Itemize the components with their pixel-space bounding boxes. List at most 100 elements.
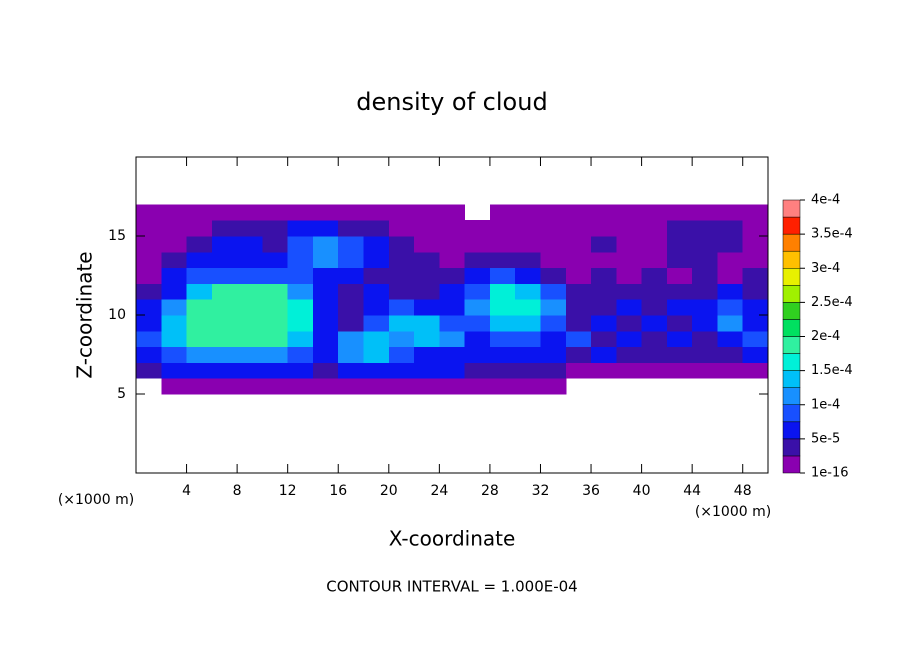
cell	[439, 346, 466, 363]
cell	[388, 346, 415, 363]
cell	[591, 267, 617, 284]
cell	[414, 378, 440, 395]
cell	[388, 236, 415, 253]
cell	[262, 299, 289, 316]
cell	[641, 346, 668, 363]
cell	[262, 267, 289, 284]
cell	[464, 299, 491, 316]
cell	[312, 220, 339, 237]
cell	[464, 330, 491, 348]
cell	[591, 362, 617, 379]
cell	[161, 204, 188, 221]
cell	[489, 236, 516, 253]
cell	[237, 251, 263, 269]
cell	[666, 204, 693, 221]
cell	[489, 315, 516, 332]
cell	[287, 283, 314, 300]
cell	[287, 346, 314, 363]
footer: CONTOUR INTERVAL = 1.000E-04	[326, 578, 577, 596]
cell	[565, 204, 592, 221]
y-tick-label: 5	[117, 386, 126, 402]
cell	[388, 251, 415, 269]
cell	[161, 330, 188, 348]
cell	[666, 220, 693, 237]
cell	[388, 315, 415, 332]
cell	[489, 330, 516, 348]
cell	[388, 299, 415, 316]
cell	[312, 267, 339, 284]
cell	[616, 283, 643, 300]
cell	[237, 267, 263, 284]
cell	[211, 299, 238, 316]
cell	[161, 346, 188, 363]
cell	[136, 299, 162, 316]
cell	[237, 283, 263, 300]
cell	[742, 283, 769, 300]
cell	[717, 204, 744, 221]
cell	[363, 315, 390, 332]
cell	[692, 330, 718, 348]
cell	[439, 220, 466, 237]
cell	[186, 204, 213, 221]
cell	[717, 220, 744, 237]
cell	[717, 362, 744, 379]
cell	[312, 315, 339, 332]
cell	[565, 236, 592, 253]
cell	[692, 362, 718, 379]
cell	[515, 267, 541, 284]
cell	[414, 315, 440, 332]
cell	[742, 204, 769, 221]
cell	[616, 236, 643, 253]
cell	[464, 267, 491, 284]
cell	[312, 236, 339, 253]
cell	[616, 204, 643, 221]
cell	[363, 236, 390, 253]
cell	[489, 283, 516, 300]
cell	[515, 362, 541, 379]
cell	[540, 204, 567, 221]
x-axis-unit: (×1000 m)	[695, 504, 771, 520]
y-axis-label: Z-coordinate	[73, 251, 97, 378]
cell	[666, 267, 693, 284]
cell	[439, 204, 466, 221]
cell	[717, 315, 744, 332]
x-tick-label: 44	[683, 483, 701, 499]
cell	[237, 315, 263, 332]
colorbar-tick-label: 1.5e-4	[811, 363, 853, 378]
cell	[414, 362, 440, 379]
cell	[312, 299, 339, 316]
cell	[666, 330, 693, 348]
cell	[338, 378, 365, 395]
cell	[161, 220, 188, 237]
cell	[464, 362, 491, 379]
cell	[515, 283, 541, 300]
cell	[363, 378, 390, 395]
cell	[540, 251, 567, 269]
cell	[211, 267, 238, 284]
cell	[591, 330, 617, 348]
cell	[186, 220, 213, 237]
cell	[186, 330, 213, 348]
cell	[363, 362, 390, 379]
cell	[742, 362, 769, 379]
cell	[414, 299, 440, 316]
cell	[312, 251, 339, 269]
x-tick-label: 28	[481, 483, 499, 499]
cell	[692, 236, 718, 253]
x-tick-label: 20	[380, 483, 398, 499]
cell	[338, 362, 365, 379]
cell	[363, 267, 390, 284]
cell	[161, 251, 188, 269]
cell	[312, 346, 339, 363]
cell	[540, 378, 567, 395]
cell	[338, 283, 365, 300]
cell	[489, 220, 516, 237]
cell	[237, 346, 263, 363]
cell	[591, 236, 617, 253]
colorbar-swatch	[782, 404, 801, 423]
cell	[161, 283, 188, 300]
cell	[439, 251, 466, 269]
cell	[136, 220, 162, 237]
field	[136, 204, 769, 395]
